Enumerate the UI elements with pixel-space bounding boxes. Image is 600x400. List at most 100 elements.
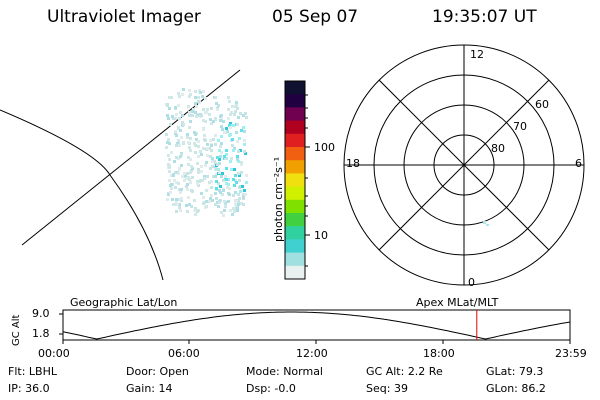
aurora-pixel — [194, 213, 197, 216]
aurora-pixel — [168, 179, 171, 182]
aurora-pixel — [179, 155, 182, 158]
aurora-pixel — [166, 198, 169, 201]
aurora-pixel — [233, 210, 236, 213]
aurora-pixel — [188, 126, 191, 129]
aurora-pixel — [180, 188, 183, 191]
colorbar-segment — [285, 133, 305, 148]
aurora-pixel — [206, 143, 209, 146]
aurora-pixel — [208, 147, 211, 150]
aurora-pixel — [201, 179, 204, 182]
aurora-pixel — [194, 111, 197, 114]
aurora-pixel — [168, 96, 171, 99]
aurora-pixel — [230, 157, 233, 160]
aurora-pixel — [242, 196, 245, 199]
aurora-pixel — [194, 151, 197, 154]
aurora-pixel — [242, 114, 245, 117]
aurora-pixel — [187, 141, 190, 144]
colorbar-segment — [285, 160, 305, 174]
aurora-pixel — [175, 198, 178, 201]
aurora-pixel — [220, 211, 223, 214]
strip-right-title: Apex MLat/MLT — [416, 296, 499, 309]
aurora-pixel — [228, 100, 231, 103]
aurora-pixel — [187, 163, 190, 166]
aurora-pixel — [218, 162, 221, 165]
aurora-pixel — [233, 184, 236, 187]
aurora-pixel — [183, 172, 186, 175]
aurora-pixel — [226, 186, 229, 189]
aurora-pixel — [202, 128, 205, 131]
aurora-pixel — [233, 113, 236, 116]
aurora-pixel — [214, 175, 217, 178]
colorbar-segment — [285, 265, 305, 280]
aurora-pixel — [181, 121, 184, 124]
aurora-pixel — [222, 214, 225, 217]
aurora-pixel — [204, 120, 207, 123]
aurora-pixel — [217, 104, 220, 107]
aurora-pixel — [195, 138, 198, 141]
aurora-pixel — [220, 175, 223, 178]
aurora-pixel — [230, 168, 233, 171]
aurora-pixel — [175, 144, 178, 147]
aurora-pixel — [243, 130, 246, 133]
aurora-pixel — [212, 138, 215, 141]
aurora-pixel — [197, 168, 200, 171]
aurora-pixel — [215, 180, 218, 183]
aurora-pixel — [200, 153, 203, 156]
aurora-pixel — [187, 196, 190, 199]
status-ip: IP: 36.0 — [8, 382, 50, 395]
aurora-pixel — [229, 122, 232, 125]
strip-xtick-1800: 18:00 — [423, 347, 455, 360]
aurora-pixel — [232, 194, 235, 197]
aurora-pixel — [199, 150, 202, 153]
aurora-pixel — [211, 160, 214, 163]
aurora-pixel — [168, 158, 171, 161]
aurora-pixel — [174, 106, 177, 109]
aurora-pixel — [236, 209, 239, 212]
aurora-pixel — [177, 157, 180, 160]
aurora-pixel — [175, 134, 178, 137]
aurora-pixel — [202, 119, 205, 122]
aurora-pixel — [185, 204, 188, 207]
colorbar-segment — [285, 213, 305, 227]
aurora-pixel — [212, 120, 215, 123]
aurora-pixel — [205, 205, 208, 208]
aurora-pixel — [218, 201, 221, 204]
aurora-pixel — [174, 130, 177, 133]
aurora-pixel — [234, 174, 237, 177]
aurora-pixel — [231, 105, 234, 108]
aurora-pixel — [245, 174, 248, 177]
strip-ytick-bottom: 1.8 — [32, 327, 50, 340]
aurora-pixel — [167, 138, 170, 141]
aurora-pixel — [177, 126, 180, 129]
mlt-label-18: 18 — [346, 157, 360, 170]
aurora-pixel — [217, 139, 220, 142]
aurora-pixel — [194, 133, 197, 136]
aurora-pixel — [225, 153, 228, 156]
aurora-pixel — [228, 193, 231, 196]
aurora-pixel — [197, 155, 200, 158]
aurora-pixel — [193, 131, 196, 134]
aurora-pixel — [222, 189, 225, 192]
aurora-pixel — [222, 179, 225, 182]
map-diagonal-line — [21, 69, 241, 246]
aurora-pixel — [193, 199, 196, 202]
aurora-pixel — [215, 187, 218, 190]
aurora-pixel — [172, 117, 175, 120]
colorbar-segment — [285, 186, 305, 201]
aurora-pixel — [190, 189, 193, 192]
aurora-pixel — [165, 146, 168, 149]
aurora-pixel — [188, 89, 191, 92]
colorbar-segment — [285, 226, 305, 240]
aurora-pixel — [176, 142, 179, 145]
aurora-pixel — [202, 196, 205, 199]
status-door: Door: Open — [126, 365, 189, 378]
aurora-pixel — [220, 142, 223, 145]
aurora-pixel — [203, 177, 206, 180]
aurora-pixel — [220, 135, 223, 138]
aurora-pixel — [210, 107, 213, 110]
aurora-pixel — [214, 166, 217, 169]
aurora-pixel — [244, 193, 247, 196]
aurora-pixel — [232, 178, 235, 181]
colorbar-segment — [285, 107, 305, 122]
